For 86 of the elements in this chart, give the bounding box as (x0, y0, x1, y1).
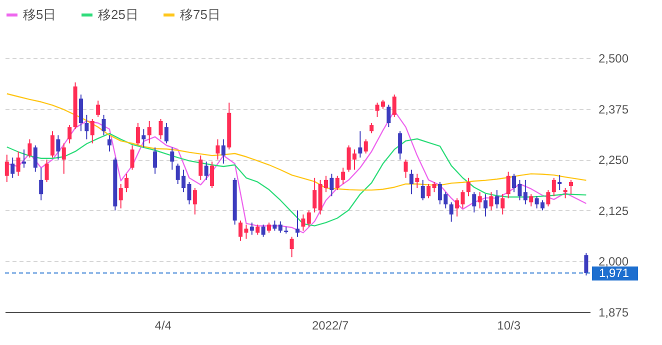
candlestick (10, 157, 15, 178)
candlestick (147, 120, 152, 144)
candlestick (358, 130, 362, 158)
candlestick (158, 118, 163, 140)
candlestick (136, 122, 140, 146)
candlestick (312, 177, 317, 213)
candlestick (33, 144, 38, 172)
candlestick (153, 146, 158, 174)
candlestick (392, 94, 396, 118)
candlestick (216, 138, 220, 160)
candlestick (192, 188, 197, 215)
candlestick (28, 138, 32, 158)
candlestick (386, 104, 391, 128)
y-tick-label: 2,250 (598, 153, 629, 168)
y-tick-label: 2,500 (598, 52, 629, 66)
candlestick (370, 122, 374, 134)
candlestick (415, 173, 420, 189)
candlestick (484, 194, 488, 217)
candlestick (170, 146, 174, 170)
candlestick (39, 167, 44, 201)
candlestick (142, 128, 146, 148)
candlestick (250, 222, 254, 236)
candlestick (50, 130, 54, 158)
line-series (6, 132, 587, 226)
x-tick-label: 10/3 (497, 318, 521, 332)
legend-label: 移75日 (180, 7, 220, 22)
candlestick (22, 148, 26, 168)
y-tick-label: 1,875 (598, 306, 629, 320)
candlestick (198, 155, 203, 180)
y-tick-label: 2,125 (598, 204, 629, 218)
candlestick (552, 177, 556, 197)
candlestick (256, 224, 260, 236)
candlestick (301, 214, 306, 232)
candlestick (267, 222, 272, 234)
candlestick (221, 138, 226, 164)
candlestick (466, 177, 470, 197)
candlestick (278, 220, 282, 234)
candlestick (472, 192, 476, 213)
candlestick (330, 173, 334, 197)
candlestick (489, 192, 494, 211)
legend-label: 移25日 (98, 7, 138, 22)
candlestick (124, 173, 129, 193)
y-tick-label: 2,375 (598, 102, 629, 116)
candlestick (500, 194, 505, 215)
candlestick (96, 100, 100, 118)
candlestick (546, 190, 550, 207)
candlestick (204, 161, 208, 180)
candlestick (107, 134, 112, 152)
candlestick (409, 169, 414, 195)
candlestick (272, 220, 277, 232)
candlestick (102, 114, 106, 136)
candlestick (296, 210, 300, 238)
candlestick (569, 179, 574, 195)
candlestick (56, 134, 60, 160)
candlestick (306, 210, 311, 228)
candlestick (364, 138, 368, 154)
candlestick (118, 183, 123, 209)
candlestick (420, 179, 425, 201)
candlestick (523, 179, 528, 205)
x-tick-label: 4/4 (154, 318, 172, 332)
candlestick (44, 159, 49, 182)
candlestick (90, 118, 94, 144)
candlestick (558, 174, 562, 191)
candlestick (68, 124, 72, 144)
legend-label: 移5日 (23, 7, 56, 22)
candlestick (4, 154, 9, 182)
candlestick (84, 114, 89, 140)
candlestick (449, 202, 454, 222)
candlestick (261, 224, 266, 238)
candlestick (130, 144, 134, 170)
candlestick (529, 194, 534, 207)
candlestick (478, 192, 482, 209)
candlestick (62, 142, 66, 174)
candlestick (290, 236, 294, 258)
candlestick (404, 159, 408, 178)
candlestick (432, 181, 436, 193)
candlestick (16, 150, 20, 176)
candlestick (164, 122, 168, 144)
candlestick (563, 188, 568, 199)
candlestick (426, 183, 431, 199)
candlestick (210, 161, 214, 189)
candlestick (584, 252, 588, 276)
x-tick-label: 2022/7 (312, 318, 349, 332)
candlestick (398, 130, 402, 160)
candlestick (506, 171, 510, 199)
candlestick (494, 190, 499, 209)
